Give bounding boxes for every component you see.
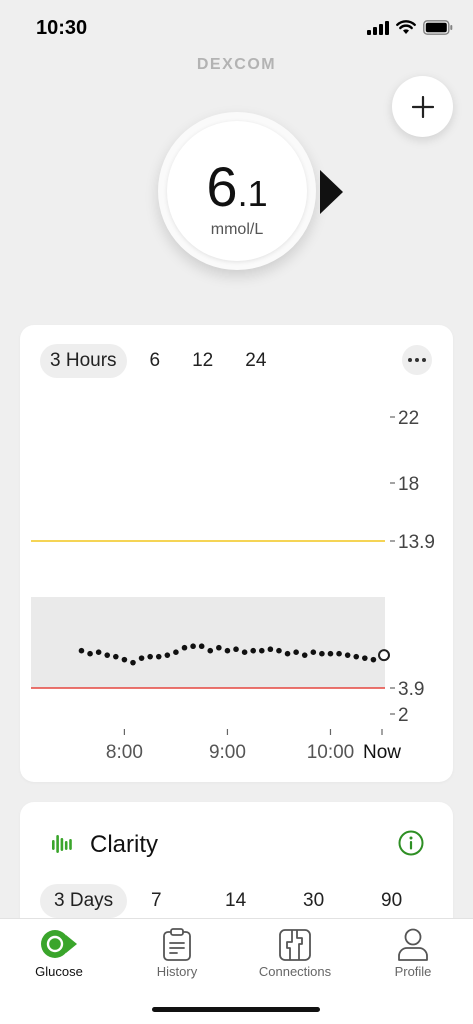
y-tick-label: 2 [398,705,409,726]
glucose-data-point [138,655,145,661]
nav-item-glucose[interactable]: Glucose [0,919,118,999]
chart-range-tabs: 3 Hours 6 12 24 [40,344,289,378]
nav-label-profile: Profile [394,964,432,979]
glucose-data-point [267,646,274,653]
y-tick-label: 3.9 [398,679,424,700]
glucose-data-point [284,650,291,657]
glucose-data-point [95,649,102,655]
tab-12-hours[interactable]: 12 [192,350,214,371]
status-time: 10:30 [36,17,88,39]
glucose-data-point [155,653,162,660]
person-icon [398,928,428,961]
plus-icon [411,95,434,118]
nav-label-glucose: Glucose [35,964,83,979]
glucose-chart-card: 22 18 13.9 3.9 2 8:00 9:00 10:00 Now 3 Hours 6 1… [20,325,453,782]
tab-3-hours[interactable]: 3 Hours [40,344,127,378]
glucose-data-point [336,650,342,657]
tab-7-days[interactable]: 7 [151,890,162,911]
glucose-data-point [113,653,119,660]
y-tick-label: 13.9 [398,532,435,553]
glucose-data-point [181,644,188,651]
y-tick-label: 18 [398,474,419,495]
glucose-chart[interactable]: 22 18 13.9 3.9 2 8:00 9:00 10:00 Now [20,325,453,782]
glucose-data-point [327,650,334,657]
glucose-data-point [370,656,377,663]
glucose-data-point [207,647,214,654]
glucose-data-point [241,649,248,655]
x-tick-label: 8:00 [106,742,143,763]
nav-item-history[interactable]: History [118,919,236,999]
nav-item-profile[interactable]: Profile [354,919,472,999]
glucose-data-point [310,649,317,655]
x-tick-label: 10:00 [307,742,355,763]
nav-label-history: History [156,964,198,979]
glucose-data-point [301,652,308,658]
clarity-bars-icon [52,835,72,853]
x-tick-label: 9:00 [209,742,246,763]
glucose-data-point [87,650,93,657]
bottom-navigation: Glucose History Connections [0,918,473,1024]
glucose-icon [41,930,77,958]
glucose-data-point [276,647,282,654]
glucose-value: 6.1 [167,159,307,215]
glucose-data-point [224,647,231,654]
glucose-data-point [78,647,85,654]
tab-3-days[interactable]: 3 Days [40,884,128,918]
glucose-data-point [104,652,111,658]
glucose-data-point [147,653,153,660]
info-icon[interactable] [398,830,424,856]
glucose-data-point [344,652,351,658]
target-range-band [31,597,385,688]
tab-14-days[interactable]: 14 [225,890,247,911]
x-tick-label: Now [363,742,401,763]
glucose-data-point [198,643,205,650]
status-bar: 10:30 [0,0,473,56]
glucose-data-point [250,647,256,654]
brand-logo: DEXCOM [196,56,277,73]
add-event-button[interactable] [392,76,453,137]
chart-more-button[interactable] [402,345,432,375]
glucose-reading-dial[interactable]: 6.1 mmol/L [150,112,360,272]
glucose-value-integer: 6 [206,155,238,218]
clipboard-icon [163,928,191,961]
y-tick-label: 22 [398,408,419,429]
glucose-data-point [164,652,171,658]
nav-item-connections[interactable]: Connections [236,919,354,999]
glucose-data-point [362,655,368,661]
glucose-data-point [190,643,196,650]
tab-30-days[interactable]: 30 [303,890,325,911]
glucose-unit: mmol/L [210,221,264,238]
nav-label-connections: Connections [258,964,332,979]
glucose-data-point [353,653,360,660]
glucose-data-point [258,647,265,654]
wifi-icon [396,20,416,34]
home-indicator [152,1007,320,1012]
more-dots-icon [408,358,426,362]
dial-center: 6.1 mmol/L [167,121,307,261]
glucose-data-point [319,650,325,657]
glucose-data-point [233,646,239,653]
glucose-data-point [293,649,299,655]
current-reading-point [378,649,390,662]
cellular-signal-icon [367,20,389,35]
glucose-data-point [130,659,136,666]
glucose-data-point [121,656,128,663]
tab-24-hours[interactable]: 24 [245,350,267,371]
status-icons [367,20,453,35]
glucose-data-point [173,649,179,655]
glucose-data-point [216,644,222,651]
connections-icon [279,929,311,961]
tab-90-days[interactable]: 90 [381,890,403,911]
battery-icon [423,20,453,35]
tab-6-hours[interactable]: 6 [149,350,161,371]
glucose-value-decimal: .1 [237,173,268,214]
clarity-title: Clarity [90,831,159,858]
